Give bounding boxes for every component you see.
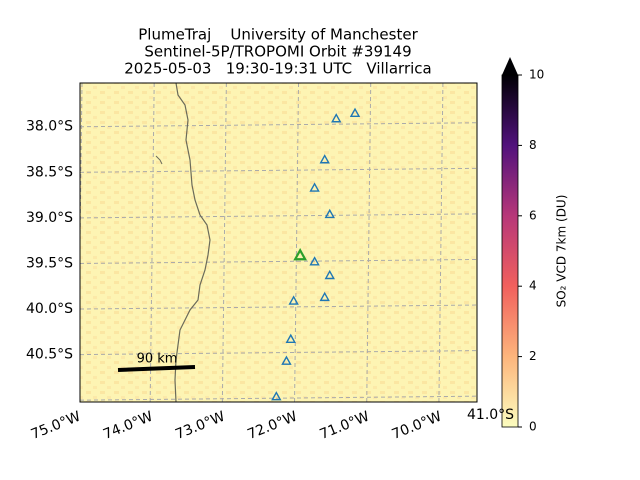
x-tick-label: 70.0°W <box>390 409 444 443</box>
volcano-marker <box>271 391 282 401</box>
x-tick-label: 72.0°W <box>245 409 299 443</box>
grid-line <box>80 304 477 310</box>
volcano-marker <box>281 355 292 365</box>
grid-line <box>80 350 477 356</box>
scale-bar <box>117 365 196 372</box>
y-tick-label: 40.0°S <box>26 301 73 317</box>
title-line: 2025-05-03 19:30-19:31 UTC Villarrica <box>124 60 431 78</box>
colorbar-tick-label: 0 <box>529 420 537 434</box>
x-tick-label: 73.0°W <box>173 409 227 443</box>
colorbar-tick-label: 10 <box>529 68 544 82</box>
volcano-marker <box>285 333 296 344</box>
y-tick-label: 38.0°S <box>26 119 73 135</box>
volcano-marker <box>319 154 330 164</box>
x-tick-label: 75.0°W <box>29 409 83 443</box>
volcano-marker <box>293 247 308 261</box>
scale-bar-label: 90 km <box>137 352 178 367</box>
colorbar-tick-label: 6 <box>529 208 537 222</box>
volcano-marker <box>331 113 342 123</box>
y-tick-label: 39.0°S <box>26 210 73 226</box>
title-line: Sentinel-5P/TROPOMI Orbit #39149 <box>144 43 411 61</box>
grid-line <box>80 258 477 264</box>
grid-line <box>80 122 477 128</box>
colorbar <box>501 74 519 428</box>
x-tick-label: 71.0°W <box>318 409 372 443</box>
grid-line <box>80 213 477 219</box>
y-tick-label: 41.0°S <box>467 407 514 423</box>
colorbar-extension <box>502 57 518 75</box>
map-background <box>80 83 477 402</box>
volcano-marker <box>288 295 299 305</box>
map-frame <box>79 82 478 403</box>
y-tick-label: 38.5°S <box>26 164 73 180</box>
volcano-marker <box>309 256 320 266</box>
colorbar-tick-label: 2 <box>529 349 537 363</box>
volcano-marker <box>324 269 335 280</box>
x-tick-label: 74.0°W <box>101 409 155 443</box>
coastline <box>174 82 211 403</box>
grid-line <box>80 167 477 173</box>
lake <box>155 155 163 165</box>
volcano-marker <box>349 107 361 117</box>
volcano-marker <box>324 208 335 219</box>
y-tick-label: 39.5°S <box>26 255 73 271</box>
volcano-marker <box>319 291 330 302</box>
title-line: PlumeTraj University of Manchester <box>138 26 418 44</box>
y-tick-label: 40.5°S <box>26 347 73 363</box>
grid-line <box>80 395 477 401</box>
volcano-marker <box>309 182 320 192</box>
colorbar-tick-label: 8 <box>529 138 537 152</box>
colorbar-tick-label: 4 <box>529 279 537 293</box>
colorbar-label: SO₂ VCD 7km (DU) <box>555 195 569 308</box>
